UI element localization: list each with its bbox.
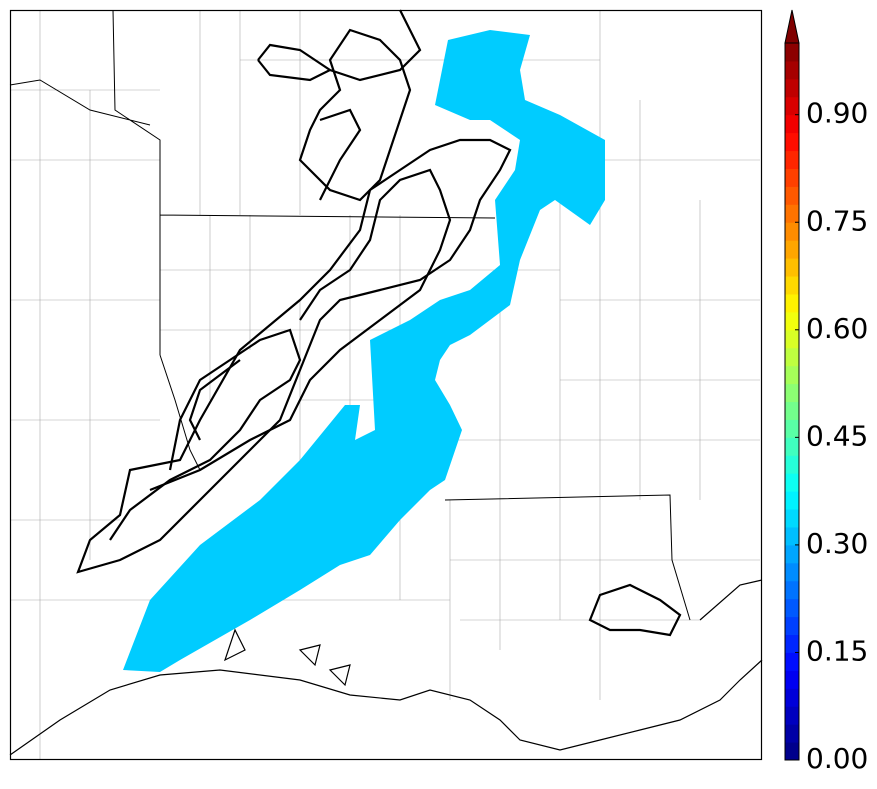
colorbar-band [785,437,799,456]
colorbar-tick-label: 0.30 [806,527,868,560]
colorbar-band [785,670,799,689]
colorbar-tick-label: 0.15 [806,634,868,667]
colorbar-band [785,598,799,618]
colorbar-band [785,168,799,187]
colorbar-band [785,401,799,420]
colorbar-band [785,276,799,295]
colorbar-band [785,222,799,241]
colorbar-band [785,43,799,62]
colorbar-band [785,706,799,725]
colorbar-band [785,724,799,743]
contours [76,9,682,637]
county-lines [10,10,760,760]
colorbar-band [785,186,799,205]
state-lines [9,9,691,621]
colorbar-band [785,204,799,223]
colorbar-band [785,114,799,134]
coastline [9,579,763,756]
colorbar-tick-label: 0.60 [806,312,868,345]
colorbar-tick-label: 0.90 [806,97,868,130]
colorbar-outline [784,42,800,761]
probability-field [123,30,605,672]
colorbar-band [785,383,799,402]
colorbar-band [785,258,799,277]
colorbar-band [785,526,799,546]
colorbar-extension [784,9,800,44]
colorbar-band [785,742,799,761]
colorbar-band [785,509,799,528]
colorbar-band [785,491,799,510]
colorbar-band [785,580,799,600]
colorbar-band [785,616,799,636]
colorbar-band [785,293,799,313]
colorbar-tick-label: 0.00 [806,742,868,775]
colorbar-band [785,634,799,653]
colorbar-band [785,455,799,474]
colorbar-band [785,652,799,671]
colorbar-band [785,329,799,349]
colorbar-tick-label: 0.45 [806,419,868,452]
colorbar-band [785,688,799,707]
colorbar-band [785,347,799,367]
colorbar-band [785,78,799,98]
colorbar-band [785,562,799,582]
colorbar-band [785,96,799,116]
colorbar-band [785,240,799,259]
colorbar-tick-label: 0.75 [806,204,868,237]
colorbar-band [785,473,799,492]
colorbar: 0.00 0.15 0.30 0.45 0.60 0.75 0.90 [784,9,868,775]
colorbar-band [785,150,799,169]
colorbar-band [785,419,799,438]
colorbar-band [785,365,799,385]
colorbar-band [785,544,799,564]
colorbar-band [785,132,799,152]
colorbar-band [785,311,799,331]
map-frame [9,9,763,761]
colorbar-band [785,60,799,80]
